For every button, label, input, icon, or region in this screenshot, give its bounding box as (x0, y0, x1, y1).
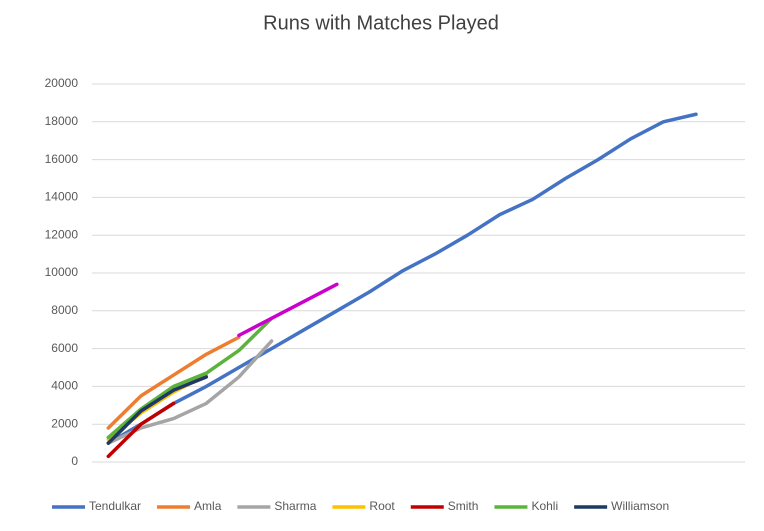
series-line (106, 335, 241, 430)
series-line (106, 375, 209, 445)
y-tick-label: 6000 (51, 341, 78, 355)
legend-label: Kohli (531, 499, 558, 513)
y-tick-label: 20000 (45, 76, 79, 90)
chart-title: Runs with Matches Played (263, 12, 499, 34)
legend-label: Smith (448, 499, 479, 513)
y-tick-label: 18000 (45, 114, 79, 128)
y-tick-label: 10000 (45, 265, 79, 279)
legend-label: Root (369, 499, 395, 513)
series-line (106, 112, 698, 445)
legend-label: Tendulkar (89, 499, 141, 513)
legend-label: Amla (194, 499, 222, 513)
series-line (106, 316, 274, 440)
legend-label: Williamson (611, 499, 669, 513)
legend-label: Sharma (274, 499, 316, 513)
series-line (106, 401, 176, 459)
series-line (237, 282, 339, 338)
y-tick-label: 2000 (51, 416, 78, 430)
y-tick-label: 4000 (51, 379, 78, 393)
y-tick-label: 12000 (45, 227, 79, 241)
y-tick-label: 0 (71, 454, 78, 468)
y-tick-label: 16000 (45, 152, 79, 166)
y-tick-label: 8000 (51, 303, 78, 317)
y-tick-label: 14000 (45, 190, 79, 204)
